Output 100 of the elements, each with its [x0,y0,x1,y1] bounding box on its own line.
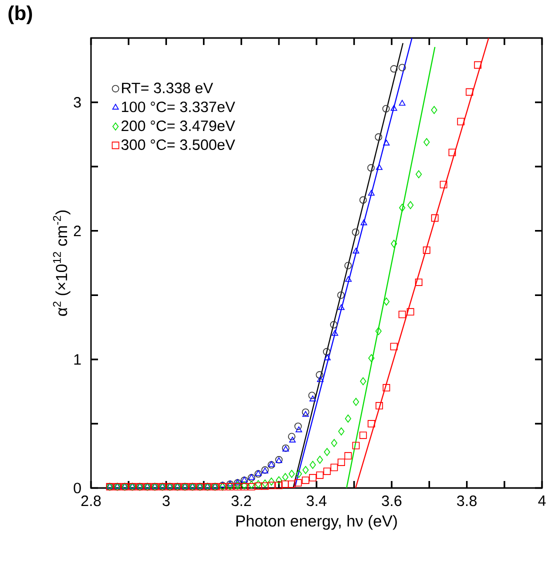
point [330,464,338,472]
point [316,456,323,464]
x-tick-label: 4 [538,496,546,506]
point [338,427,344,436]
x-tick-label: 3.4 [306,496,326,506]
x-axis-title: Photon energy, hν (eV) [236,514,397,530]
point [390,240,398,248]
point [422,246,430,254]
legend-label: 200 °C= 3.479eV [122,120,236,132]
point [275,482,283,490]
point [331,439,338,447]
point [376,402,383,410]
point [416,170,422,178]
point [296,426,302,432]
point [294,479,302,487]
point [431,106,438,114]
x-tick-label: 3.2 [232,496,251,506]
point [344,414,352,423]
point [316,471,324,479]
point [261,482,269,490]
point [338,458,346,466]
y-tick-label: 3 [74,96,81,108]
point [276,476,282,484]
point [466,88,474,96]
point [338,304,345,310]
point [398,100,406,106]
point [302,466,309,474]
point [288,432,296,440]
point [322,348,330,356]
point [289,436,296,442]
point [323,468,331,475]
point [376,164,383,170]
point [324,448,330,456]
point [390,105,398,111]
x-tick-label: 3.6 [382,496,402,506]
chart-title: (b) [8,6,32,24]
point [294,422,302,430]
point [302,408,310,416]
point [262,480,268,488]
point [268,478,274,486]
point [390,342,398,350]
point [288,470,295,478]
point [302,476,310,484]
point [359,196,367,204]
point [308,392,316,400]
legend-label: 300 °C= 3.500eV [121,139,236,150]
y-tick-label: 1 [74,354,81,365]
y-tick-label: 0 [74,482,81,494]
x-tick-label: 3.8 [457,496,477,506]
point [352,248,360,254]
point [248,480,255,489]
point [317,376,324,382]
x-tick-label: 3 [162,496,170,506]
point [382,384,390,392]
point [383,298,390,306]
point [440,180,448,188]
point [281,480,289,488]
point [302,411,309,417]
point [360,377,366,386]
point [457,118,465,126]
point [352,398,360,406]
point [359,432,367,439]
point [415,278,422,286]
point [474,61,482,69]
point [375,327,382,336]
point [352,228,360,236]
point [282,473,288,482]
point [344,262,352,270]
point [268,482,276,490]
legend-label: 100 °C= 3.337eV [122,102,236,112]
legend-label: RT= 3.338 eV [122,82,214,94]
point [431,214,439,222]
point [374,133,382,141]
point [310,460,316,469]
point [332,330,338,336]
point [352,442,360,450]
y-tick-label: 2 [74,226,81,236]
point [309,474,316,482]
point [360,219,368,226]
point [309,396,316,402]
point [337,291,345,299]
point [368,420,376,428]
y-axis-title: α$^{2}$ (×10$^{12}$ cm$^{-2}$) [52,210,70,316]
point [448,148,456,156]
point [382,105,390,112]
point [383,140,390,146]
point [324,354,331,360]
point [296,470,302,478]
point [368,354,374,362]
point [330,321,338,328]
point [345,276,352,282]
point [398,64,406,72]
x-tick-label: 2.8 [81,496,101,506]
point [367,164,375,172]
point [407,201,414,210]
point [406,308,414,316]
point [316,371,324,379]
point [398,310,406,318]
point [344,452,352,460]
point [368,190,375,196]
